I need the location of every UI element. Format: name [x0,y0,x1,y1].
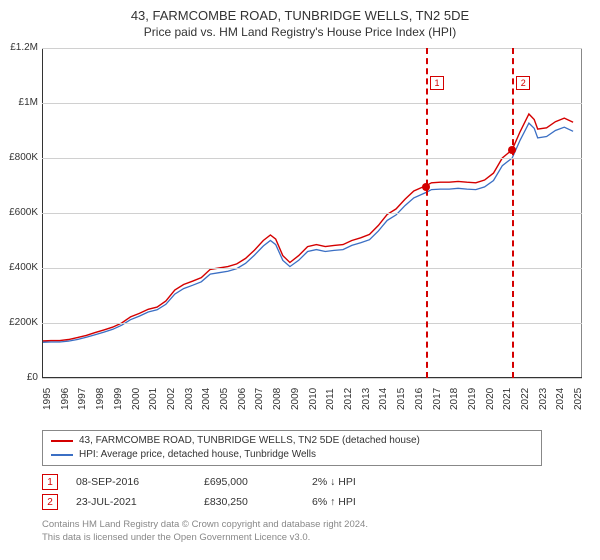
x-tick-label: 2013 [361,388,372,410]
x-tick-label: 2020 [485,388,496,410]
y-gridline [42,158,582,159]
x-tick-label: 2023 [538,388,549,410]
x-tick-label: 1999 [113,388,124,410]
x-tick-label: 2012 [343,388,354,410]
x-tick-label: 2000 [131,388,142,410]
x-tick-label: 2016 [414,388,425,410]
transaction-row: 2 23-JUL-2021 £830,250 6% ↑ HPI [42,492,582,512]
y-gridline [42,103,582,104]
marker-vline [426,48,428,378]
transaction-badge: 2 [42,494,58,510]
x-tick-label: 2006 [237,388,248,410]
legend-label: 43, FARMCOMBE ROAD, TUNBRIDGE WELLS, TN2… [79,434,420,448]
y-tick-label: £800K [0,152,38,163]
x-tick-label: 2018 [449,388,460,410]
y-gridline [42,268,582,269]
y-tick-label: £1M [0,97,38,108]
y-tick-label: £600K [0,207,38,218]
chart-subtitle: Price paid vs. HM Land Registry's House … [0,23,600,45]
x-tick-label: 2015 [396,388,407,410]
x-tick-label: 1996 [60,388,71,410]
x-tick-label: 2025 [573,388,584,410]
x-tick-label: 2010 [308,388,319,410]
legend: 43, FARMCOMBE ROAD, TUNBRIDGE WELLS, TN2… [42,430,542,466]
y-gridline [42,213,582,214]
figure-root: 43, FARMCOMBE ROAD, TUNBRIDGE WELLS, TN2… [0,0,600,560]
transaction-date: 23-JUL-2021 [76,496,186,508]
x-tick-label: 2022 [520,388,531,410]
x-tick-label: 2024 [555,388,566,410]
x-tick-label: 2021 [502,388,513,410]
x-tick-label: 2005 [219,388,230,410]
marker-dot [422,183,430,191]
legend-label: HPI: Average price, detached house, Tunb… [79,448,316,462]
y-tick-label: £0 [0,372,38,383]
footer-line-1: Contains HM Land Registry data © Crown c… [42,518,582,531]
x-tick-label: 1997 [77,388,88,410]
transaction-date: 08-SEP-2016 [76,476,186,488]
marker-label-box: 2 [516,76,530,90]
transaction-badge: 1 [42,474,58,490]
transaction-row: 1 08-SEP-2016 £695,000 2% ↓ HPI [42,472,582,492]
transaction-price: £830,250 [204,496,294,508]
chart-title: 43, FARMCOMBE ROAD, TUNBRIDGE WELLS, TN2… [0,0,600,23]
plot-area: £0£200K£400K£600K£800K£1M£1.2M12 [42,48,582,378]
y-tick-label: £200K [0,317,38,328]
x-tick-label: 2009 [290,388,301,410]
x-tick-label: 1995 [42,388,53,410]
x-tick-label: 2002 [166,388,177,410]
transaction-price: £695,000 [204,476,294,488]
x-tick-label: 2007 [254,388,265,410]
x-tick-label: 2017 [432,388,443,410]
x-tick-label: 2004 [201,388,212,410]
legend-swatch [51,454,73,456]
x-tick-label: 2014 [378,388,389,410]
legend-swatch [51,440,73,442]
marker-vline [512,48,514,378]
legend-row: HPI: Average price, detached house, Tunb… [51,448,533,462]
y-gridline [42,378,582,379]
footer-attribution: Contains HM Land Registry data © Crown c… [42,518,582,544]
y-tick-label: £1.2M [0,42,38,53]
transaction-diff: 2% ↓ HPI [312,476,422,488]
marker-label-box: 1 [430,76,444,90]
transaction-table: 1 08-SEP-2016 £695,000 2% ↓ HPI 2 23-JUL-2021… [42,472,582,512]
x-tick-label: 2008 [272,388,283,410]
x-tick-label: 1998 [95,388,106,410]
legend-row: 43, FARMCOMBE ROAD, TUNBRIDGE WELLS, TN2… [51,434,533,448]
footer-line-2: This data is licensed under the Open Gov… [42,531,582,544]
x-tick-label: 2003 [184,388,195,410]
transaction-diff: 6% ↑ HPI [312,496,422,508]
y-gridline [42,48,582,49]
y-gridline [42,323,582,324]
x-tick-label: 2001 [148,388,159,410]
x-tick-label: 2019 [467,388,478,410]
marker-dot [508,146,516,154]
x-tick-label: 2011 [325,388,336,410]
y-tick-label: £400K [0,262,38,273]
